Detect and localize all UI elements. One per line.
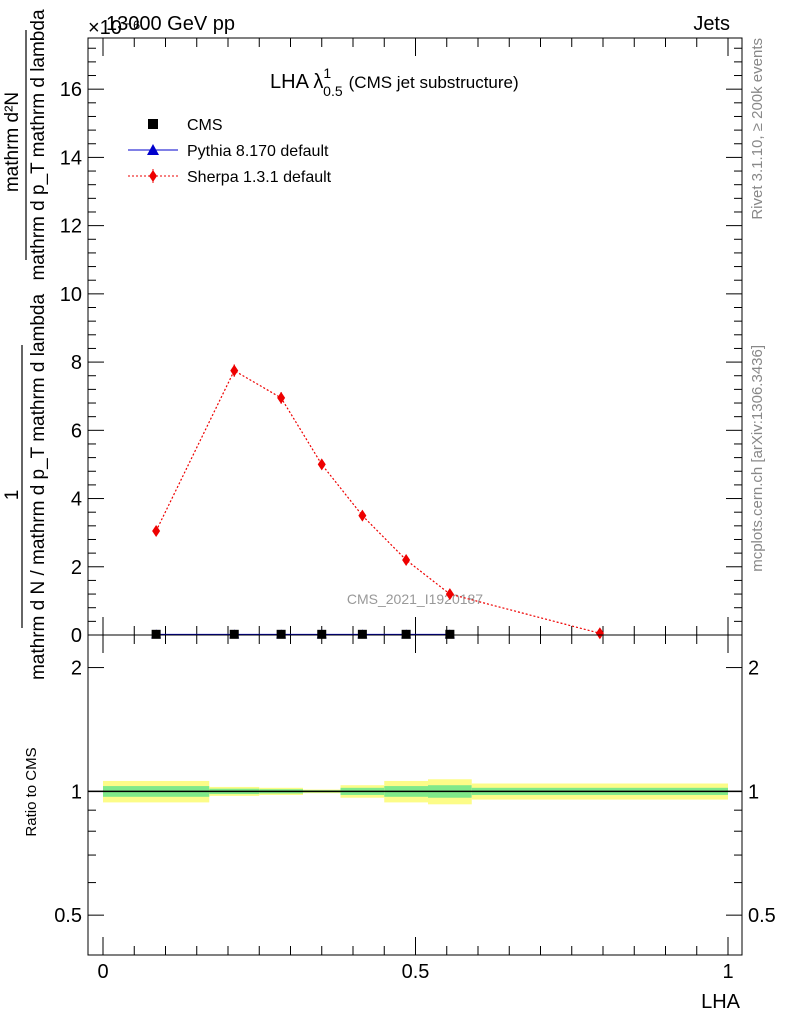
sherpa-point [445, 588, 454, 601]
legend-marker-sherpa [149, 170, 157, 182]
main-ytick-label: 10 [60, 284, 82, 306]
sherpa-point [277, 391, 286, 404]
analysis-watermark: CMS_2021_I1920187 [347, 591, 483, 607]
legend-label-pythia: Pythia 8.170 default [187, 143, 329, 160]
legend-label-sherpa: Sherpa 1.3.1 default [187, 169, 332, 186]
main-ytick-label: 6 [71, 420, 82, 442]
ratio-ytick-label-left: 2 [71, 658, 82, 680]
main-ytick-label: 4 [71, 489, 82, 511]
legend-marker-cms [148, 119, 158, 129]
side-mcplots-text: mcplots.cern.ch [arXiv:1306.3436] [749, 345, 766, 572]
xaxis-label: LHA [701, 991, 741, 1013]
ratio-tick-labels: 0.5 0.5 1 1 2 2 0 0.5 1 [54, 658, 776, 983]
plot-title-sup: 1 [323, 65, 331, 81]
sherpa-point [317, 458, 326, 471]
header-process: Jets [693, 13, 730, 35]
sherpa-point [152, 524, 161, 537]
xtick-label: 1 [722, 961, 733, 983]
xtick-label: 0 [97, 961, 108, 983]
cms-point [317, 629, 327, 639]
plot-title-suffix: (CMS jet substructure) [349, 73, 519, 92]
cms-point [357, 629, 367, 639]
ratio-ytick-label-right: 2 [748, 658, 759, 680]
ylabel-numerator: 1 [2, 490, 23, 501]
series-sherpa [152, 364, 604, 640]
header-energy: 13000 GeV pp [106, 13, 235, 35]
series-cms [151, 629, 455, 639]
ylabel-denominator: mathrm d N / mathrm d p_T mathrm d lambd… [28, 294, 49, 681]
sherpa-point [358, 509, 367, 522]
cms-point [401, 629, 411, 639]
ratio-axis-ticks [88, 635, 742, 956]
main-ytick-label: 12 [60, 216, 82, 238]
ratio-ytick-label-left: 0.5 [54, 905, 82, 927]
main-tick-labels: 0 2 4 6 8 10 12 14 16 [60, 79, 82, 647]
plot-title-base: LHA λ [270, 71, 323, 93]
legend-marker-pythia [147, 144, 159, 155]
main-ytick-label: 8 [71, 352, 82, 374]
cms-point [229, 629, 239, 639]
main-ylabel: 1 mathrm d²N mathrm d p_T mathrm d lambd… [2, 9, 49, 680]
xtick-label: 0.5 [402, 961, 430, 983]
ylabel-num-fraction-top: mathrm d²N [2, 92, 23, 192]
legend-label-cms: CMS [187, 117, 223, 134]
main-ytick-label: 2 [71, 557, 82, 579]
cms-point [445, 629, 455, 639]
sherpa-point [402, 553, 411, 566]
plot-title-sub: 0.5 [323, 83, 343, 99]
header-exponent: ×10⁻⁶ [88, 17, 141, 39]
ratio-ytick-label-right: 0.5 [748, 905, 776, 927]
plot-title: LHA λ1 0.5 (CMS jet substructure) [270, 65, 519, 99]
ratio-ytick-label-left: 1 [71, 781, 82, 803]
sherpa-line [155, 369, 601, 634]
sherpa-point [595, 627, 604, 640]
ylabel-num-fraction-bottom: mathrm d p_T mathrm d lambda [28, 9, 49, 280]
cms-point [151, 629, 161, 639]
main-ytick-label: 14 [60, 147, 82, 169]
ratio-ylabel: Ratio to CMS [23, 747, 40, 836]
cms-point [276, 629, 286, 639]
sherpa-point [230, 364, 239, 377]
main-ytick-label: 0 [71, 625, 82, 647]
side-rivet-text: Rivet 3.1.10, ≥ 200k events [749, 38, 766, 220]
main-ytick-label: 16 [60, 79, 82, 101]
ratio-ytick-label-right: 1 [748, 781, 759, 803]
legend: CMS Pythia 8.170 default Sherpa 1.3.1 de… [128, 117, 332, 186]
